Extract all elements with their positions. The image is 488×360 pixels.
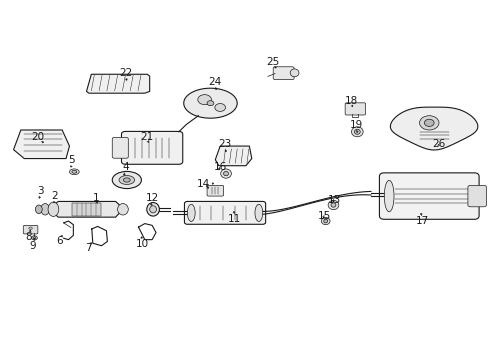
Ellipse shape — [123, 178, 130, 182]
FancyBboxPatch shape — [121, 131, 183, 164]
Text: 26: 26 — [431, 139, 445, 149]
Text: 18: 18 — [344, 96, 357, 107]
Text: 7: 7 — [85, 243, 92, 253]
FancyBboxPatch shape — [72, 203, 101, 216]
FancyBboxPatch shape — [273, 67, 293, 80]
Text: 22: 22 — [119, 68, 132, 78]
Ellipse shape — [214, 104, 225, 111]
Ellipse shape — [424, 119, 433, 126]
Text: 19: 19 — [349, 120, 362, 130]
Text: 14: 14 — [196, 179, 209, 189]
Text: 15: 15 — [318, 211, 331, 221]
Text: 1: 1 — [93, 193, 100, 203]
Text: 10: 10 — [136, 239, 149, 249]
Ellipse shape — [351, 127, 363, 137]
Ellipse shape — [117, 203, 128, 215]
FancyBboxPatch shape — [23, 225, 38, 234]
FancyBboxPatch shape — [184, 202, 265, 224]
Text: 23: 23 — [218, 139, 231, 149]
Ellipse shape — [419, 116, 438, 130]
FancyBboxPatch shape — [112, 138, 128, 158]
Text: 13: 13 — [327, 195, 340, 204]
Polygon shape — [53, 202, 119, 217]
Ellipse shape — [254, 204, 262, 221]
Ellipse shape — [41, 203, 49, 215]
FancyBboxPatch shape — [467, 185, 486, 207]
Ellipse shape — [327, 201, 338, 210]
Text: 21: 21 — [141, 132, 154, 142]
Polygon shape — [14, 130, 69, 158]
Ellipse shape — [289, 69, 298, 77]
Ellipse shape — [69, 169, 79, 175]
Ellipse shape — [223, 171, 228, 176]
FancyBboxPatch shape — [206, 185, 223, 196]
Ellipse shape — [354, 129, 360, 134]
FancyBboxPatch shape — [345, 103, 365, 115]
Ellipse shape — [29, 227, 32, 229]
Ellipse shape — [112, 171, 141, 189]
Ellipse shape — [198, 95, 211, 105]
Text: 24: 24 — [208, 77, 222, 87]
Text: 2: 2 — [51, 191, 58, 201]
Text: 4: 4 — [122, 162, 128, 172]
Ellipse shape — [206, 101, 213, 106]
Ellipse shape — [330, 203, 335, 207]
FancyBboxPatch shape — [379, 173, 478, 219]
Ellipse shape — [149, 206, 156, 213]
Text: 12: 12 — [145, 193, 159, 203]
Ellipse shape — [321, 217, 329, 225]
Text: 8: 8 — [25, 232, 31, 242]
Ellipse shape — [220, 169, 231, 178]
Text: 20: 20 — [31, 132, 44, 142]
Ellipse shape — [323, 219, 327, 223]
Ellipse shape — [48, 202, 59, 216]
Text: 16: 16 — [213, 162, 226, 172]
Ellipse shape — [72, 170, 77, 173]
Polygon shape — [183, 88, 237, 118]
Text: 25: 25 — [265, 57, 279, 67]
Ellipse shape — [187, 204, 195, 221]
Text: 17: 17 — [414, 216, 427, 226]
Polygon shape — [86, 74, 149, 93]
Text: 6: 6 — [56, 236, 63, 246]
Ellipse shape — [33, 237, 36, 239]
Ellipse shape — [384, 180, 393, 212]
Text: 5: 5 — [68, 156, 75, 165]
Ellipse shape — [35, 205, 42, 213]
Polygon shape — [215, 146, 251, 166]
Ellipse shape — [119, 176, 134, 184]
Text: 11: 11 — [228, 214, 241, 224]
Text: 3: 3 — [37, 186, 43, 196]
Text: 9: 9 — [30, 241, 36, 251]
Ellipse shape — [31, 236, 37, 240]
Polygon shape — [389, 107, 477, 150]
Ellipse shape — [146, 203, 159, 216]
